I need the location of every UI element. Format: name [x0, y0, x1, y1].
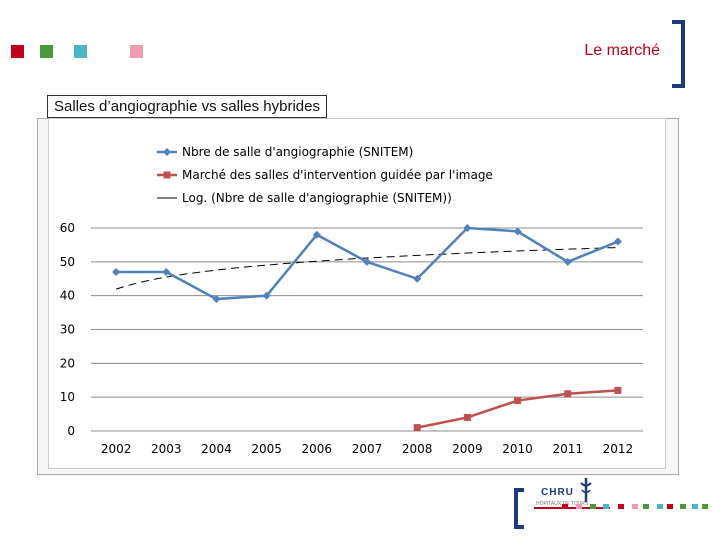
y-tick-label: 40: [60, 289, 75, 303]
footer-square: [657, 504, 663, 509]
decor-square-green: [40, 45, 53, 58]
data-point-series-2: [413, 424, 421, 432]
x-tick-label: 2010: [502, 442, 533, 456]
x-tick-label: 2012: [603, 442, 634, 456]
footer-square: [667, 504, 673, 509]
decor-square-pink: [130, 45, 143, 58]
footer-square: [680, 504, 686, 509]
decor-square-cyan: [74, 45, 87, 58]
data-point-series-1: [262, 291, 271, 300]
trendline: [115, 247, 618, 290]
y-tick-label: 50: [60, 255, 75, 269]
decor-square-red: [11, 45, 24, 58]
footer-square: [702, 504, 708, 509]
y-tick-label: 0: [67, 424, 75, 438]
bracket-decoration-bottom: [514, 488, 524, 529]
x-tick-label: 2005: [251, 442, 282, 456]
x-tick-label: 2002: [101, 442, 132, 456]
data-point-series-1: [312, 230, 321, 239]
data-point-series-2: [564, 390, 572, 398]
y-tick-label: 30: [60, 323, 75, 337]
data-point-series-1: [513, 227, 522, 236]
footer-square: [643, 504, 649, 509]
page-title: Le marché: [584, 42, 660, 59]
bracket-decoration: [672, 20, 685, 88]
data-point-series-2: [614, 386, 622, 394]
logo-mark-icon: [580, 478, 592, 502]
section-label: Salles d’angiographie vs salles hybrides: [47, 95, 327, 118]
footer-square: [618, 504, 624, 509]
logo-underline: [534, 507, 610, 509]
data-point-series-1: [212, 295, 221, 304]
legend-marker: [163, 148, 171, 156]
data-point-series-1: [162, 267, 171, 276]
legend-label: Log. (Nbre de salle d'angiographie (SNIT…: [182, 191, 452, 205]
x-tick-label: 2011: [552, 442, 583, 456]
data-point-series-1: [363, 257, 371, 266]
x-tick-label: 2003: [151, 442, 182, 456]
data-point-series-1: [613, 237, 622, 246]
data-point-series-1: [463, 224, 472, 232]
legend-label: Marché des salles d'intervention guidée …: [182, 168, 493, 182]
x-tick-label: 2006: [302, 442, 333, 456]
legend-label: Nbre de salle d'angiographie (SNITEM): [182, 145, 413, 159]
footer-square: [632, 504, 638, 509]
logo-text: CHRU: [541, 487, 574, 498]
x-tick-label: 2004: [201, 442, 232, 456]
x-tick-label: 2009: [452, 442, 483, 456]
line-chart: 0 10 20 30 40 50 60 2002 2003 2004 2005 2006 2007 200…: [60, 145, 643, 456]
data-point-series-2: [514, 397, 522, 405]
y-tick-label: 20: [60, 356, 75, 370]
data-point-series-1: [112, 267, 121, 276]
y-tick-label: 60: [60, 221, 75, 235]
y-tick-label: 10: [60, 390, 75, 404]
data-point-series-2: [463, 413, 471, 421]
data-point-series-1: [413, 274, 422, 283]
x-tick-label: 2007: [352, 442, 383, 456]
series-line-2: [416, 389, 618, 429]
footer-square: [692, 504, 698, 509]
legend-marker: [163, 171, 171, 179]
chart-area: 0 10 20 30 40 50 60 2002 2003 2004 2005 2006 2007 200…: [48, 118, 666, 469]
x-tick-label: 2008: [402, 442, 433, 456]
data-point-series-1: [563, 257, 572, 266]
